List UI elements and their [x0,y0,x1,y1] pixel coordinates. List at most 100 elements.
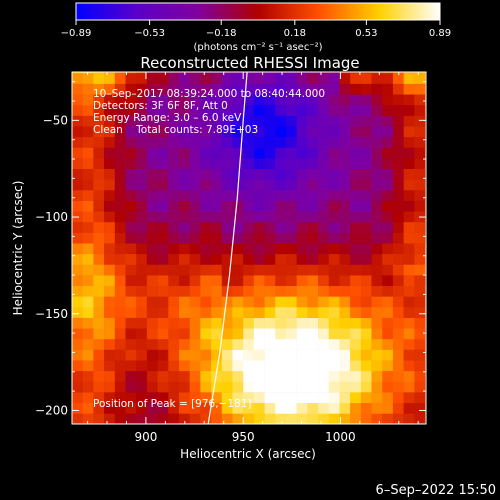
heatmap-cell [296,370,308,382]
heatmap-cell [285,72,297,84]
heatmap-cell [93,72,105,74]
heatmap-cell [296,221,308,233]
heatmap-cell [232,104,244,116]
heatmap-cell [72,200,83,212]
heatmap-cell [221,179,233,191]
heatmap-cell [285,381,297,393]
heatmap-cell [382,232,394,244]
heatmap-cell [72,328,83,340]
heatmap-cell [382,360,394,372]
heatmap-cell [189,349,201,361]
heatmap-cell [264,189,276,201]
heatmap-cell [392,115,404,127]
heatmap-cell [425,392,426,404]
heatmap-cell [307,72,319,74]
heatmap-cell [168,179,180,191]
heatmap-cell [371,275,383,287]
heatmap-cell [200,306,212,318]
heatmap-cell [157,243,169,255]
heatmap-cell [403,338,415,350]
heatmap-cell [328,360,340,372]
heatmap-cell [318,402,330,414]
heatmap-cell [221,402,233,414]
heatmap-cell [307,328,319,340]
heatmap-cell [414,72,426,74]
heatmap-cell [307,147,319,159]
heatmap-cell [307,275,319,287]
heatmap-cell [157,328,169,340]
heatmap-cell [285,72,297,74]
heatmap-cell [264,104,276,116]
heatmap-cell [93,349,105,361]
heatmap-cell [114,147,126,159]
heatmap-cell [350,72,362,84]
heatmap-cell [392,413,404,424]
heatmap-cell [328,136,340,148]
heatmap-cell [136,317,148,329]
heatmap-cell [211,306,223,318]
heatmap-cell [318,264,330,276]
heatmap-cell [232,211,244,223]
heatmap-cell [403,392,415,404]
heatmap-cell [360,370,372,382]
heatmap-cell [307,392,319,404]
heatmap-cell [221,126,233,138]
heatmap-cell [114,94,126,106]
heatmap-cell [232,72,244,74]
heatmap-cell [243,360,255,372]
heatmap-cell [371,413,383,424]
heatmap-cell [82,94,94,106]
heatmap-cell [243,200,255,212]
heatmap-cell [232,232,244,244]
heatmap-cell [307,413,319,424]
heatmap-cell [104,147,116,159]
heatmap-cell [296,392,308,404]
heatmap-cell [403,232,415,244]
heatmap-cell [168,370,180,382]
heatmap-cell [253,413,265,424]
heatmap-cell [146,392,158,404]
heatmap-cell [82,253,94,265]
heatmap-cell [414,147,426,159]
heatmap-cell [264,381,276,393]
colorbar-tick-label: 0.18 [284,28,306,39]
heatmap-cell [328,317,340,329]
heatmap-cell [350,83,362,95]
heatmap-cell [360,83,372,95]
heatmap-cell [82,104,94,116]
heatmap-cell [211,413,223,424]
heatmap-cell [178,83,190,95]
heatmap-cell [339,243,351,255]
heatmap-cell [253,253,265,265]
heatmap-cell [93,147,105,159]
heatmap-cell [253,158,265,170]
heatmap-cell [382,349,394,361]
heatmap-cell [221,189,233,201]
heatmap-cell [328,328,340,340]
heatmap-cell [72,72,83,74]
heatmap-cell [82,275,94,287]
colorbar-tick-label: −0.53 [134,28,165,39]
heatmap-cell [189,275,201,287]
heatmap-cell [125,200,137,212]
heatmap-cell [178,232,190,244]
heatmap-cell [285,104,297,116]
heatmap-cell [178,126,190,138]
heatmap-cell [264,349,276,361]
heatmap-cell [82,232,94,244]
heatmap-cell [189,413,201,424]
heatmap-cell [360,189,372,201]
heatmap-cell [136,402,148,414]
heatmap-cell [189,179,201,191]
heatmap-cell [296,285,308,297]
heatmap-cell [211,136,223,148]
heatmap-cell [243,370,255,382]
heatmap-cell [296,104,308,116]
heatmap-cell [211,253,223,265]
heatmap-cell [211,72,223,74]
heatmap-cell [275,232,287,244]
heatmap-cell [125,243,137,255]
heatmap-cell [403,413,415,424]
heatmap-cell [403,370,415,382]
heatmap-cell [157,211,169,223]
